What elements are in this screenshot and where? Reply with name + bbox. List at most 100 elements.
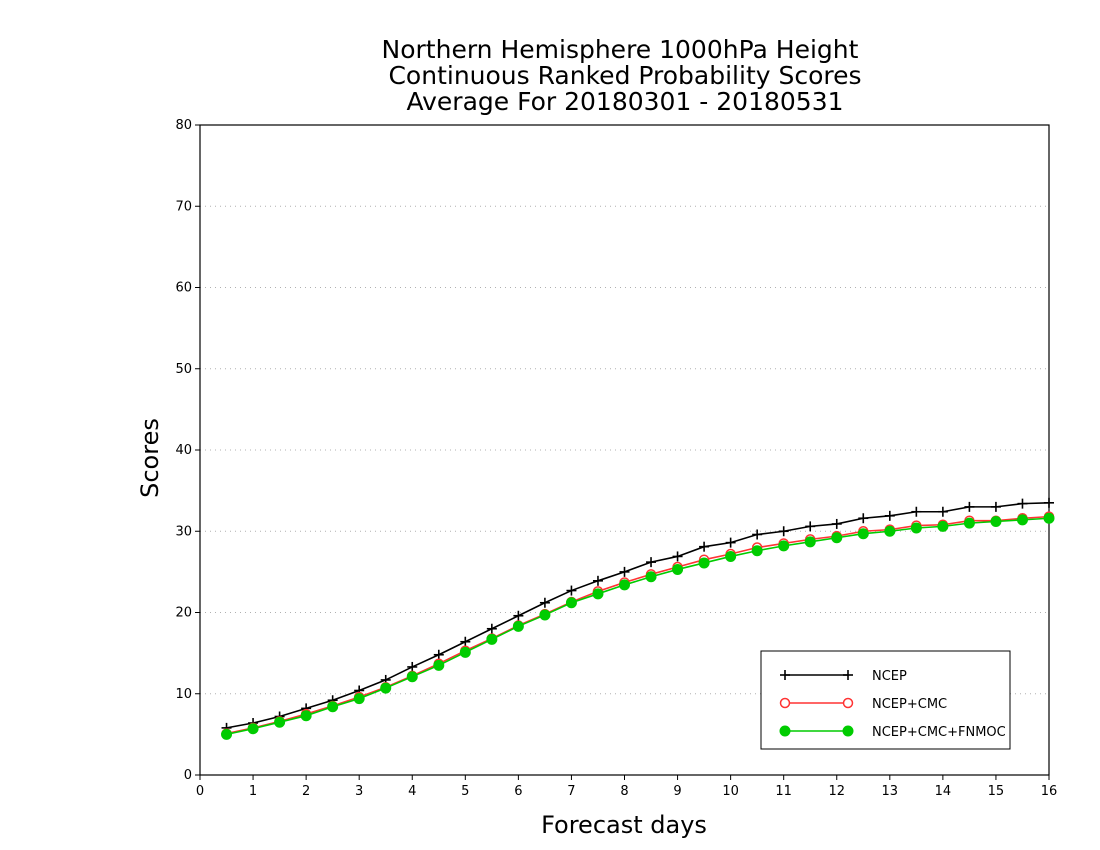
data-point-ncep-cmc-fnmoc: [433, 659, 445, 671]
data-point-ncep-cmc-fnmoc: [512, 620, 524, 632]
data-point-ncep-cmc-fnmoc: [857, 528, 869, 540]
x-tick-label: 10: [722, 784, 739, 799]
x-tick-label: 11: [775, 784, 792, 799]
data-point-ncep-cmc-fnmoc: [539, 609, 551, 621]
data-point-ncep-cmc-fnmoc: [884, 525, 896, 537]
data-point-ncep-cmc-fnmoc: [300, 710, 312, 722]
legend-marker: [779, 697, 791, 709]
x-tick-label: 8: [620, 784, 628, 799]
legend: NCEP NCEP+CMC NCEP+CMC+FNMOC: [760, 650, 1011, 750]
data-point-ncep-cmc-fnmoc: [1043, 512, 1055, 524]
legend-item-ncep: NCEP: [780, 669, 907, 684]
data-point-ncep: [672, 551, 683, 562]
x-tick-label: 12: [828, 784, 845, 799]
data-point-ncep-cmc-fnmoc: [486, 633, 498, 645]
data-point-ncep-cmc-fnmoc: [831, 532, 843, 544]
data-point-ncep-cmc-fnmoc: [247, 723, 259, 735]
data-point-ncep: [911, 506, 922, 517]
data-point-ncep-cmc-fnmoc: [725, 550, 737, 562]
data-point-ncep-cmc-fnmoc: [406, 671, 418, 683]
legend-label: NCEP+CMC: [872, 697, 947, 712]
data-point-ncep-cmc-fnmoc: [937, 520, 949, 532]
x-tick-label: 16: [1041, 784, 1058, 799]
data-point-ncep: [778, 526, 789, 537]
title-line-2: Continuous Ranked Probability Scores: [388, 61, 861, 90]
data-point-ncep: [513, 610, 524, 621]
legend-item-ncep-cmc: NCEP+CMC: [779, 697, 947, 712]
data-point-ncep: [805, 521, 816, 532]
x-tick-label: 13: [882, 784, 899, 799]
data-point-ncep: [990, 501, 1001, 512]
data-point-ncep-cmc-fnmoc: [672, 563, 684, 575]
y-tick-label: 10: [175, 687, 192, 702]
y-tick-label: 80: [175, 118, 192, 133]
data-point-ncep-cmc-fnmoc: [459, 646, 471, 658]
x-tick-label: 3: [355, 784, 363, 799]
data-point-ncep-cmc-fnmoc: [619, 579, 630, 591]
legend-item-ncep-cmc-fnmoc: NCEP+CMC+FNMOC: [779, 725, 1006, 740]
data-point-ncep-cmc-fnmoc: [1016, 514, 1028, 526]
data-point-ncep: [646, 557, 657, 568]
chart-title: Northern Hemisphere 1000hPa Height Conti…: [382, 35, 862, 116]
y-tick-label: 60: [175, 281, 192, 296]
data-point-ncep: [407, 661, 418, 672]
series-layer: [221, 497, 1055, 740]
data-point-ncep-cmc-fnmoc: [698, 557, 710, 569]
legend-marker: [779, 725, 791, 737]
x-tick-label: 7: [567, 784, 575, 799]
data-point-ncep: [699, 541, 710, 552]
x-tick-label: 6: [514, 784, 522, 799]
y-tick-label: 40: [175, 443, 192, 458]
x-axis-title: Forecast days: [541, 811, 707, 839]
data-point-ncep-cmc-fnmoc: [751, 545, 763, 557]
data-point-ncep: [566, 585, 577, 596]
x-tick-label: 0: [196, 784, 204, 799]
data-point-ncep-cmc-fnmoc: [221, 728, 233, 740]
data-point-ncep-cmc-fnmoc: [565, 597, 577, 609]
data-point-ncep: [619, 566, 630, 577]
legend-label: NCEP+CMC+FNMOC: [872, 725, 1006, 740]
legend-marker: [780, 670, 790, 680]
data-point-ncep: [964, 501, 975, 512]
data-point-ncep-cmc-fnmoc: [645, 571, 657, 583]
data-point-ncep-cmc-fnmoc: [778, 540, 790, 552]
data-point-ncep-cmc-fnmoc: [327, 701, 339, 713]
series-ncep: [221, 497, 1054, 733]
data-point-ncep-cmc-fnmoc: [804, 536, 816, 548]
data-point-ncep: [486, 623, 497, 634]
data-point-ncep-cmc-fnmoc: [380, 682, 392, 694]
y-tick-label: 70: [175, 199, 192, 214]
data-point-ncep: [884, 510, 895, 521]
x-tick-label: 5: [461, 784, 469, 799]
gridlines: [200, 205, 1049, 695]
y-axis-title: Scores: [136, 418, 164, 498]
x-tick-label: 1: [249, 784, 257, 799]
legend-marker: [843, 670, 853, 680]
data-point-ncep: [937, 506, 948, 517]
title-line-3: Average For 20180301 - 20180531: [406, 87, 843, 116]
data-point-ncep-cmc-fnmoc: [353, 693, 365, 705]
x-tick-label: 15: [988, 784, 1005, 799]
data-point-ncep: [460, 636, 471, 647]
legend-marker: [842, 725, 854, 737]
data-point-ncep: [1044, 497, 1054, 508]
x-tick-label: 9: [673, 784, 681, 799]
legend-label: NCEP: [872, 669, 907, 684]
x-axis-ticks: 0 1 2 3 4 5 6 7 8 9 10 11 12 13 14 15 16: [196, 775, 1057, 799]
data-point-ncep-cmc-fnmoc: [990, 516, 1002, 527]
data-point-ncep: [433, 649, 444, 660]
title-line-1: Northern Hemisphere 1000hPa Height: [382, 35, 859, 64]
y-tick-label: 50: [175, 362, 192, 377]
data-point-ncep: [539, 597, 550, 608]
series-ncep-cmc-fnmoc: [221, 512, 1055, 740]
y-tick-label: 30: [175, 524, 192, 539]
data-point-ncep: [725, 537, 736, 548]
data-point-ncep-cmc-fnmoc: [963, 517, 975, 529]
x-tick-label: 14: [935, 784, 952, 799]
data-point-ncep: [752, 529, 763, 540]
data-point-ncep: [1017, 498, 1028, 509]
y-tick-label: 0: [184, 768, 192, 783]
data-point-ncep-cmc-fnmoc: [910, 522, 922, 534]
data-point-ncep: [592, 575, 603, 586]
data-point-ncep-cmc-fnmoc: [592, 588, 604, 600]
